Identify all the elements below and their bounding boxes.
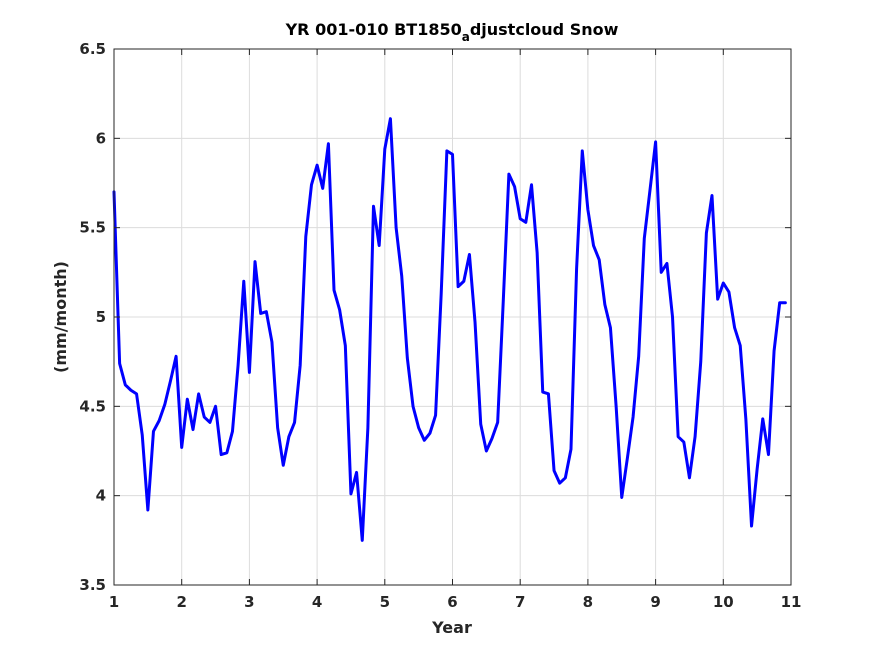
chart-title: YR 001-010 BT1850adjustcloud Snow	[285, 20, 619, 44]
series-layer	[112, 117, 787, 542]
y-tick-label: 3.5	[79, 576, 106, 594]
tick-marks	[113, 48, 792, 586]
x-tick-label: 2	[176, 593, 186, 611]
chart-title-subscript: a	[462, 30, 470, 44]
x-tick-labels: 1 2 3 4 5 6 7 8 9 10 11	[109, 593, 802, 611]
x-axis-label: Year	[431, 618, 472, 637]
x-tick-label: 3	[244, 593, 254, 611]
x-tick-label: 7	[515, 593, 525, 611]
y-tick-label: 5.5	[79, 219, 106, 237]
x-tick-label: 8	[583, 593, 593, 611]
y-tick-label: 5	[96, 308, 106, 326]
series-line	[112, 117, 787, 542]
x-tick-label: 10	[713, 593, 734, 611]
y-tick-label: 6.5	[79, 40, 106, 58]
y-axis-label: (mm/month)	[51, 261, 70, 373]
x-tick-label: 5	[380, 593, 390, 611]
y-tick-labels: 3.5 4 4.5 5 5.5 6 6.5	[79, 40, 106, 594]
chart-title-tail: djustcloud Snow	[470, 20, 619, 39]
x-tick-label: 9	[650, 593, 660, 611]
x-tick-label: 6	[447, 593, 457, 611]
y-tick-label: 4	[96, 487, 106, 505]
x-tick-label: 11	[781, 593, 802, 611]
y-tick-label: 4.5	[79, 397, 106, 415]
y-tick-label: 6	[96, 129, 106, 147]
x-tick-label: 1	[109, 593, 119, 611]
chart-title-main: YR 001-010 BT1850	[285, 20, 462, 39]
x-tick-label: 4	[312, 593, 322, 611]
